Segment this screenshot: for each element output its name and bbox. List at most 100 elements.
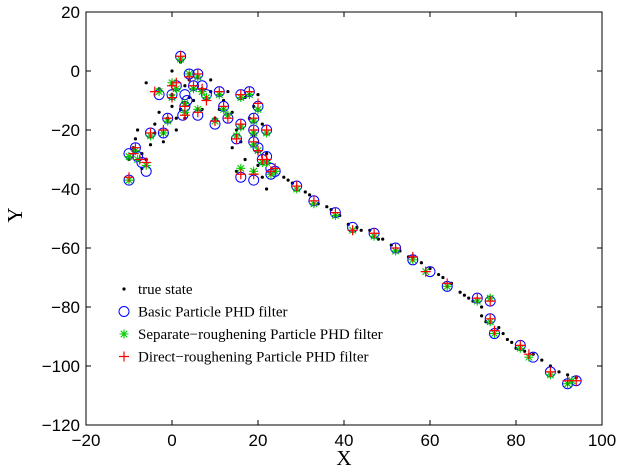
data-point	[197, 83, 208, 94]
data-point	[175, 51, 186, 62]
data-point	[253, 145, 263, 156]
y-tick-label: 0	[71, 62, 80, 81]
data-point	[141, 157, 152, 168]
y-tick-label: −60	[51, 239, 80, 258]
data-point	[545, 366, 556, 377]
data-point	[557, 370, 561, 374]
data-point	[153, 122, 157, 126]
data-point	[407, 251, 418, 262]
data-point	[161, 140, 165, 144]
data-point	[260, 122, 264, 126]
legend: true state Basic Particle PHD filter Separ…	[118, 282, 383, 366]
data-point	[167, 92, 177, 103]
legend-label: Direct−roughening Particle PHD filter	[138, 350, 368, 366]
data-point	[235, 169, 246, 180]
data-point	[234, 169, 239, 173]
data-point	[134, 154, 145, 165]
data-point	[270, 163, 281, 174]
x-tick-label: 100	[588, 431, 616, 450]
data-point	[480, 314, 484, 318]
y-axis-label: Y	[3, 207, 27, 222]
data-point	[347, 225, 358, 236]
data-point	[170, 104, 174, 108]
data-point	[230, 146, 234, 150]
data-point	[192, 107, 203, 118]
legend-label: Basic Particle PHD filter	[138, 305, 288, 321]
data-point	[325, 205, 329, 209]
data-point	[179, 101, 190, 112]
y-tick-label: −120	[42, 416, 80, 435]
data-point	[467, 296, 471, 300]
data-point	[243, 157, 247, 162]
data-point	[485, 313, 496, 324]
data-point	[441, 275, 445, 280]
data-point	[256, 93, 260, 97]
data-point	[149, 86, 160, 97]
data-point	[286, 178, 290, 182]
data-point	[234, 128, 239, 132]
data-point	[562, 375, 573, 386]
data-point	[236, 163, 246, 173]
data-point	[226, 90, 230, 94]
chart-axes: −20 0 20 40 60 80 100 −120 −100 −80 −60 −40 −20 0 20	[42, 3, 616, 450]
data-point	[201, 95, 212, 106]
data-point	[261, 154, 272, 165]
data-point	[291, 181, 302, 192]
data-point	[191, 98, 196, 103]
data-point	[505, 337, 509, 342]
data-point	[171, 84, 181, 94]
data-point	[162, 113, 173, 124]
data-point	[462, 293, 466, 297]
data-point	[420, 266, 431, 277]
legend-marker	[118, 306, 130, 317]
data-point	[235, 89, 246, 100]
data-point	[145, 127, 156, 138]
data-point	[442, 278, 453, 289]
data-point	[497, 326, 501, 330]
data-point	[390, 243, 401, 253]
data-point	[174, 128, 178, 132]
data-point	[244, 86, 255, 97]
data-point	[480, 305, 484, 309]
data-point	[308, 193, 312, 197]
y-tick-label: −40	[51, 180, 80, 199]
y-tick-label: −20	[51, 121, 80, 140]
data-point	[523, 349, 534, 360]
data-point	[209, 78, 213, 82]
data-point	[472, 293, 483, 304]
data-point	[124, 152, 134, 162]
data-point	[179, 110, 190, 121]
data-point	[248, 169, 259, 180]
legend-marker	[119, 351, 129, 362]
data-point	[308, 195, 319, 206]
data-point	[515, 340, 526, 351]
data-point	[136, 128, 140, 132]
data-point	[485, 296, 496, 307]
data-point	[419, 261, 423, 265]
y-tick-label: 20	[61, 3, 80, 22]
data-point	[170, 69, 174, 73]
data-point	[133, 137, 138, 141]
data-point	[261, 125, 272, 135]
data-point	[369, 228, 380, 239]
data-point	[192, 68, 203, 79]
data-point	[210, 116, 220, 127]
data-point	[359, 228, 363, 232]
data-point	[566, 373, 570, 377]
data-point	[303, 190, 307, 194]
data-point	[260, 175, 264, 179]
data-point	[540, 358, 544, 362]
data-point	[510, 340, 514, 344]
data-point	[437, 272, 441, 277]
data-point	[214, 86, 225, 97]
data-point	[248, 125, 259, 135]
data-point	[128, 148, 139, 159]
data-point	[523, 349, 527, 353]
data-point	[157, 110, 161, 114]
data-point	[458, 290, 462, 294]
data-point	[148, 143, 153, 147]
data-point	[124, 172, 134, 183]
data-point	[144, 81, 148, 85]
